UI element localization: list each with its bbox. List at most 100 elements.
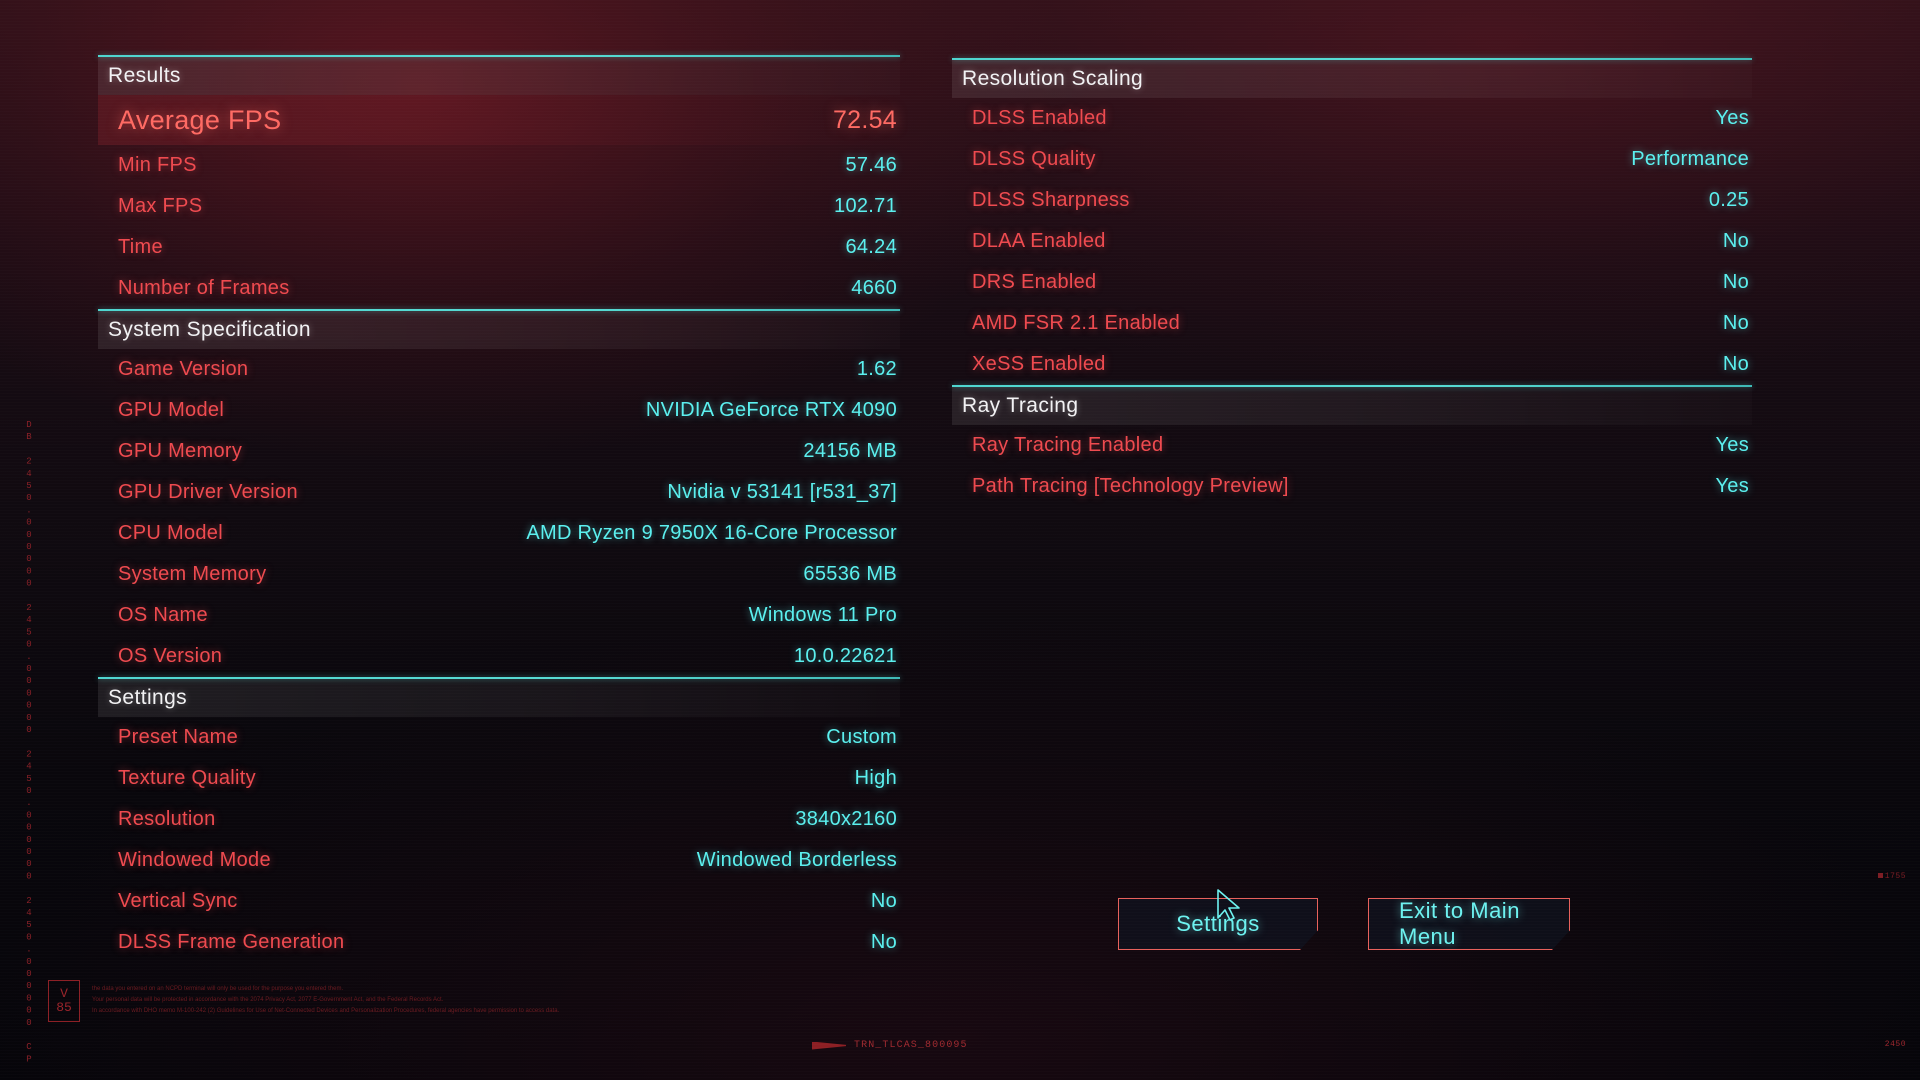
stat-value: Yes — [1715, 434, 1749, 456]
section-system-specification: System Specification Game Version 1.62 GPU … — [98, 309, 900, 677]
stat-row-drs-enabled: DRS Enabled No — [952, 262, 1752, 303]
exit-to-main-menu-button-label: Exit to Main Menu — [1399, 898, 1520, 949]
left-column: Results Average FPS 72.54 Min FPS 57.46 Max F… — [98, 55, 900, 963]
stat-value: Yes — [1715, 107, 1749, 129]
stat-value: Nvidia v 53141 [r531_37] — [667, 481, 897, 503]
stat-row-dlss-sharpness: DLSS Sharpness 0.25 — [952, 180, 1752, 221]
stat-row-cpu-model: CPU Model AMD Ryzen 9 7950X 16-Core Proce… — [98, 513, 900, 554]
stat-label: Vertical Sync — [118, 890, 238, 912]
stat-label: DLAA Enabled — [972, 230, 1106, 252]
stat-value: 0.25 — [1708, 189, 1749, 211]
stat-label: GPU Memory — [118, 440, 243, 462]
stat-value: 65536 MB — [803, 563, 897, 585]
stat-value: 72.54 — [832, 105, 897, 134]
stat-value: 10.0.22621 — [793, 645, 897, 667]
stat-label: Preset Name — [118, 726, 239, 748]
stat-row-os-version: OS Version 10.0.22621 — [98, 636, 900, 677]
stat-label: DLSS Enabled — [972, 107, 1107, 129]
section-divider — [98, 309, 900, 311]
stat-row-os-name: OS Name Windows 11 Pro — [98, 595, 900, 636]
stat-label: Min FPS — [118, 154, 197, 176]
section-divider — [952, 58, 1752, 60]
left-edge-telemetry-text: DB 2450.000000 2450.000000 2450.000000 2… — [24, 420, 34, 1067]
v85-badge-line2: 85 — [56, 1000, 72, 1015]
stat-value: No — [1722, 312, 1749, 334]
stat-label: Ray Tracing Enabled — [972, 434, 1164, 456]
stat-row-gpu-memory: GPU Memory 24156 MB — [98, 431, 900, 472]
stat-label: Max FPS — [118, 195, 203, 217]
stat-label: XeSS Enabled — [972, 353, 1106, 375]
section-title: System Specification — [108, 318, 311, 341]
stat-value: Performance — [1631, 148, 1749, 170]
legal-line-2: Your personal data will be protected in … — [92, 997, 444, 1004]
stat-value: Custom — [826, 726, 897, 748]
stat-label: Average FPS — [118, 104, 282, 135]
stat-value: 102.71 — [834, 195, 897, 217]
stat-row-ray-tracing-enabled: Ray Tracing Enabled Yes — [952, 425, 1752, 466]
section-settings: Settings Preset Name Custom Texture Quality… — [98, 677, 900, 963]
stat-value: AMD Ryzen 9 7950X 16-Core Processor — [526, 522, 897, 544]
stat-row-dlaa-enabled: DLAA Enabled No — [952, 221, 1752, 262]
stat-row-texture-quality: Texture Quality High — [98, 758, 900, 799]
stat-label: Path Tracing [Technology Preview] — [972, 475, 1289, 497]
stat-row-system-memory: System Memory 65536 MB — [98, 554, 900, 595]
stat-value: No — [1722, 353, 1749, 375]
stat-row-preset-name: Preset Name Custom — [98, 717, 900, 758]
bottom-watermark: TRN_TLCAS_800095 — [812, 1040, 968, 1051]
section-header-system-specification: System Specification — [98, 311, 900, 349]
section-title: Resolution Scaling — [962, 67, 1144, 90]
stat-value: NVIDIA GeForce RTX 4090 — [645, 399, 897, 421]
exit-to-main-menu-button[interactable]: Exit to Main Menu — [1368, 898, 1570, 950]
settings-button[interactable]: Settings — [1118, 898, 1318, 950]
stat-row-time: Time 64.24 — [98, 227, 900, 268]
section-title: Results — [108, 64, 181, 87]
stat-row-min-fps: Min FPS 57.46 — [98, 145, 900, 186]
stat-row-path-tracing-technology-preview: Path Tracing [Technology Preview] Yes — [952, 466, 1752, 507]
section-resolution-scaling: Resolution Scaling DLSS Enabled Yes DLSS Qu… — [952, 58, 1752, 385]
section-title: Ray Tracing — [962, 394, 1079, 417]
section-header-resolution-scaling: Resolution Scaling — [952, 60, 1752, 98]
stat-label: OS Name — [118, 604, 208, 626]
section-divider — [952, 385, 1752, 387]
watermark-label: TRN_TLCAS_800095 — [854, 1040, 968, 1051]
button-bar: Settings Exit to Main Menu — [1118, 898, 1570, 950]
stat-value: Windows 11 Pro — [748, 604, 897, 626]
stat-row-average-fps: Average FPS 72.54 — [98, 95, 900, 145]
stat-value: Yes — [1715, 475, 1749, 497]
edge-marker-bottom: 2450 — [1884, 1040, 1906, 1049]
stat-label: Texture Quality — [118, 767, 256, 789]
stat-value: 64.24 — [845, 236, 897, 258]
stat-value: 1.62 — [856, 358, 897, 380]
stat-row-amd-fsr-2-1-enabled: AMD FSR 2.1 Enabled No — [952, 303, 1752, 344]
stat-row-number-of-frames: Number of Frames 4660 — [98, 268, 900, 309]
stat-label: Windowed Mode — [118, 849, 271, 871]
stat-label: DLSS Sharpness — [972, 189, 1130, 211]
stat-value: High — [854, 767, 897, 789]
stat-label: Game Version — [118, 358, 249, 380]
stat-label: GPU Model — [118, 399, 225, 421]
section-header-results: Results — [98, 57, 900, 95]
stat-row-vertical-sync: Vertical Sync No — [98, 881, 900, 922]
stat-label: OS Version — [118, 645, 223, 667]
stat-value: 3840x2160 — [795, 808, 897, 830]
stat-row-windowed-mode: Windowed Mode Windowed Borderless — [98, 840, 900, 881]
stat-label: DLSS Quality — [972, 148, 1096, 170]
stat-label: Time — [118, 236, 163, 258]
stat-row-resolution: Resolution 3840x2160 — [98, 799, 900, 840]
v85-badge: V 85 — [48, 980, 80, 1022]
stat-row-gpu-driver-version: GPU Driver Version Nvidia v 53141 [r531_3… — [98, 472, 900, 513]
stat-row-max-fps: Max FPS 102.71 — [98, 186, 900, 227]
section-divider — [98, 677, 900, 679]
stat-label: DRS Enabled — [972, 271, 1097, 293]
stat-label: System Memory — [118, 563, 267, 585]
stat-label: DLSS Frame Generation — [118, 931, 345, 953]
edge-marker-top: 1755 — [1877, 872, 1906, 881]
stat-value: Windowed Borderless — [696, 849, 897, 871]
wedge-icon — [812, 1041, 846, 1050]
section-header-settings: Settings — [98, 679, 900, 717]
section-header-ray-tracing: Ray Tracing — [952, 387, 1752, 425]
stat-value: 24156 MB — [803, 440, 897, 462]
stat-value: 4660 — [851, 277, 897, 299]
stat-row-xess-enabled: XeSS Enabled No — [952, 344, 1752, 385]
